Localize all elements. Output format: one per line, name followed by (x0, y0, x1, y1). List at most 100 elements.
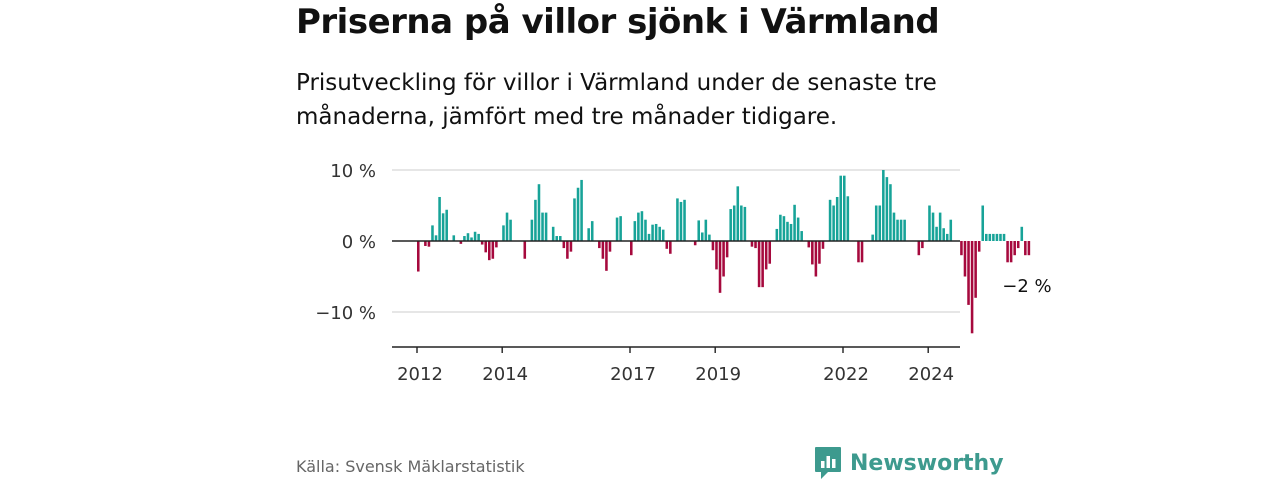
x-tick-label: 2012 (397, 364, 443, 385)
bar (590, 221, 594, 241)
bar (871, 234, 874, 241)
bar (757, 241, 761, 288)
bar (931, 212, 935, 241)
bar (917, 241, 921, 256)
bar (992, 233, 995, 241)
bar (637, 212, 640, 241)
bar (874, 205, 878, 241)
bar (715, 241, 718, 270)
bar (725, 241, 729, 258)
bar (764, 241, 768, 270)
bar (1024, 241, 1027, 256)
bar (441, 213, 445, 241)
bar (754, 241, 757, 249)
y-tick-label: 10 % (330, 161, 376, 182)
bar (743, 206, 747, 241)
bar (960, 241, 963, 256)
bar (718, 241, 722, 293)
bar (1002, 233, 1006, 241)
bar (480, 241, 484, 245)
bar (807, 241, 811, 248)
bar (598, 241, 601, 249)
bar (608, 241, 612, 252)
x-tick-label: 2022 (823, 364, 869, 385)
bar (885, 177, 889, 241)
bar (949, 219, 953, 241)
bar (889, 184, 892, 241)
bar (434, 235, 438, 241)
bar (843, 175, 846, 241)
bar (544, 212, 548, 241)
bar (818, 241, 821, 264)
brand[interactable]: Newsworthy (814, 446, 1004, 480)
bar (580, 179, 583, 241)
bar (938, 212, 942, 241)
bar (473, 231, 477, 241)
bar (658, 226, 661, 241)
bar (857, 241, 860, 263)
bar (701, 232, 704, 241)
bar (988, 233, 992, 241)
axis-labels: 10 % 0 % −10 % 2012 2014 2017 2019 2022 2024 −2 % (315, 161, 1051, 385)
bar (562, 241, 566, 249)
bar (740, 205, 743, 241)
bar (782, 216, 786, 241)
bar (491, 241, 495, 259)
x-tick-label: 2024 (908, 364, 954, 385)
bar (768, 241, 772, 264)
bar (679, 201, 683, 241)
brand-name: Newsworthy (850, 450, 1004, 476)
bar (537, 184, 541, 241)
bar (566, 241, 569, 259)
bar (661, 229, 665, 241)
bar (821, 241, 825, 249)
bar (832, 205, 835, 241)
bar (569, 241, 573, 252)
bar (555, 236, 559, 241)
bar (786, 221, 789, 241)
bar (559, 236, 562, 241)
price-change-chart: 10 % 0 % −10 % 2012 2014 2017 2019 2022 2024 −2 % (315, 161, 1051, 385)
bar (1013, 241, 1016, 256)
bar (729, 209, 732, 241)
y-tick-label: −10 % (315, 303, 376, 324)
bar (750, 241, 754, 247)
bar (977, 241, 981, 252)
bar (800, 231, 803, 241)
bar (523, 241, 527, 259)
bar (477, 233, 480, 241)
bar (935, 226, 938, 241)
bar (736, 186, 740, 241)
bar (814, 241, 818, 277)
bar (505, 212, 509, 241)
bar (846, 196, 850, 241)
newsworthy-logo-icon (815, 447, 841, 479)
bar (732, 205, 736, 241)
bar (928, 205, 931, 241)
bar (630, 241, 633, 256)
bar (530, 219, 534, 241)
bar (551, 226, 555, 241)
bar (417, 241, 420, 272)
bar (466, 233, 470, 241)
bar (484, 241, 488, 253)
bar (981, 205, 985, 241)
bar (828, 199, 832, 241)
bar (576, 187, 580, 241)
bar (587, 228, 590, 241)
x-tick-label: 2019 (695, 364, 741, 385)
bar (839, 175, 843, 241)
bar (665, 241, 669, 249)
bar (722, 241, 725, 277)
bar (431, 225, 434, 241)
bar (711, 241, 715, 251)
bar (452, 235, 456, 241)
bar (921, 241, 924, 249)
chart-title: Priserna på villor sjönk i Värmland (296, 2, 940, 42)
bar (775, 228, 779, 241)
bar (445, 209, 448, 241)
bar (1027, 241, 1031, 256)
bar (945, 233, 949, 241)
x-tick-label: 2017 (610, 364, 656, 385)
bar (601, 241, 605, 259)
